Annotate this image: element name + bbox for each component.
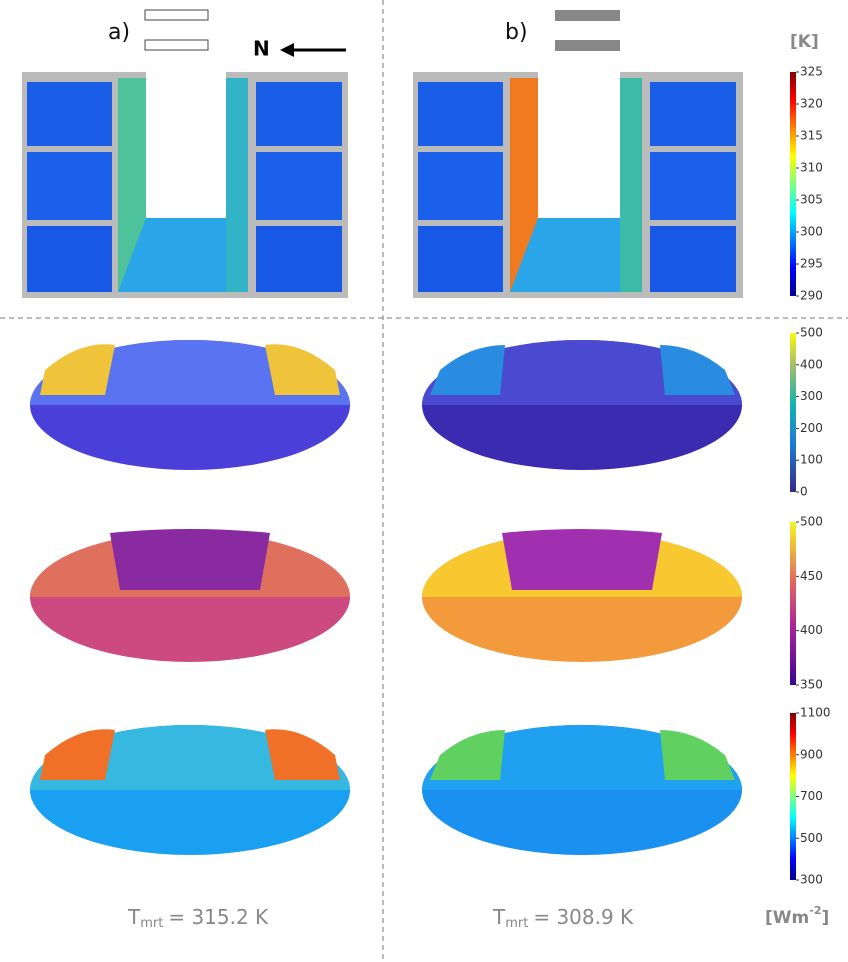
tmrt-symbol: T (492, 905, 506, 929)
panel-label: a) (108, 20, 130, 45)
icon (555, 40, 620, 51)
colorbar-tick-label: 320 (800, 97, 823, 111)
colorbar-tick-label: 300 (800, 225, 823, 239)
colorbar-tick-label: 290 (800, 289, 823, 303)
building-image (22, 72, 348, 298)
building-image (413, 72, 743, 298)
arrow (280, 43, 294, 57)
colorbar-tick-label: 200 (800, 421, 823, 435)
colorbar (790, 72, 796, 296)
colorbar-tick-label: 350 (800, 678, 823, 692)
icon (144, 39, 209, 51)
colorbar-tick-label: 1100 (800, 706, 831, 720)
colorbar-tick-label: 0 (800, 485, 808, 499)
colorbar-tick-label: 500 (800, 515, 823, 529)
colorbar-tick-label: 295 (800, 257, 823, 271)
sky-view-image (30, 340, 742, 855)
unit-sup: -2 (809, 904, 821, 917)
tmrt-symbol: T (127, 905, 141, 929)
colorbar-tick-label: 500 (800, 831, 823, 845)
tmrt-value: = 308.9 K (533, 905, 634, 929)
colorbar (790, 333, 796, 492)
colorbar-tick-label: 325 (800, 65, 823, 79)
colorbar-tick-label: 310 (800, 161, 823, 175)
unit-label: [Wm-2] (765, 904, 829, 928)
colorbar-tick-label: 305 (800, 193, 823, 207)
tmrt-subscript: mrt (140, 916, 163, 931)
colorbar-tick-label: 700 (800, 789, 823, 803)
colorbar-tick-label: 300 (800, 873, 823, 887)
unit-end: ] (821, 908, 829, 928)
colorbar-tick-label: 300 (800, 389, 823, 403)
colorbar-tick-label: 100 (800, 453, 823, 467)
colorbar-tick-label: 400 (800, 357, 823, 371)
colorbar-tick-label: 450 (800, 569, 823, 583)
tmrt-subscript: mrt (505, 916, 528, 931)
icon (555, 10, 620, 21)
tmrt-value: = 315.2 K (168, 905, 269, 929)
colorbar (790, 713, 796, 880)
unit-base: [Wm (765, 908, 809, 928)
icon (144, 9, 209, 21)
colorbar-tick-label: 500 (800, 326, 823, 340)
tmrt-label: Tmrt = 315.2 K (127, 905, 269, 931)
north-label: N (253, 37, 270, 61)
colorbar-tick-label: 315 (800, 129, 823, 143)
colorbar-tick-label: 400 (800, 623, 823, 637)
colorbar-tick-label: 900 (800, 747, 823, 761)
tmrt-label: Tmrt = 308.9 K (492, 905, 634, 931)
colorbar (790, 522, 796, 685)
unit-label: [K] (790, 32, 819, 52)
panel-label: b) (505, 20, 528, 45)
